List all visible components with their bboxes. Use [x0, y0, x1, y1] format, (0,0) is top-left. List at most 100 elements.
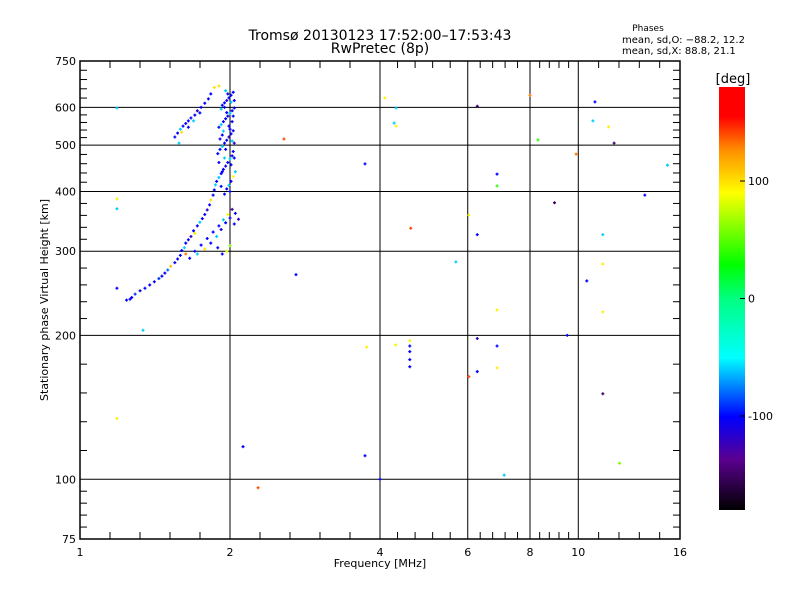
- data-point: [231, 174, 235, 178]
- data-point: [216, 152, 220, 156]
- data-point: [224, 164, 228, 168]
- data-point: [408, 365, 412, 369]
- data-point: [176, 257, 180, 261]
- data-point: [138, 289, 142, 293]
- data-point: [220, 170, 224, 174]
- data-point: [208, 203, 212, 207]
- data-point: [230, 154, 234, 158]
- data-point: [217, 125, 221, 129]
- data-point: [394, 124, 398, 128]
- data-point: [565, 333, 569, 337]
- data-point: [475, 370, 479, 374]
- data-point: [217, 84, 221, 88]
- data-points: [115, 84, 669, 490]
- data-point: [227, 135, 231, 139]
- data-point: [195, 109, 199, 113]
- data-point: [231, 149, 235, 153]
- data-point: [115, 106, 119, 110]
- data-point: [408, 358, 412, 362]
- x-tick-label: 6: [464, 546, 471, 559]
- data-point: [163, 271, 167, 275]
- data-point: [220, 144, 224, 148]
- data-point: [125, 298, 129, 302]
- data-point: [365, 345, 369, 349]
- data-point: [495, 184, 499, 188]
- data-point: [601, 310, 605, 314]
- data-point: [226, 160, 230, 164]
- data-point: [665, 163, 669, 167]
- data-point: [223, 101, 227, 105]
- data-point: [233, 170, 237, 174]
- data-point: [225, 138, 229, 142]
- data-point: [230, 139, 234, 143]
- data-point: [219, 184, 223, 188]
- data-point: [495, 172, 499, 176]
- data-point: [189, 235, 193, 239]
- y-axis-label: Stationary phase Virtual Height [km]: [38, 199, 51, 401]
- data-point: [232, 156, 236, 160]
- data-point: [193, 231, 197, 235]
- data-point: [173, 261, 177, 265]
- data-point: [224, 89, 228, 93]
- data-point: [193, 113, 197, 117]
- colorbar-tick-label: -100: [748, 410, 773, 423]
- data-point: [224, 117, 228, 121]
- data-point: [203, 247, 207, 251]
- data-point: [601, 233, 605, 237]
- plot-frame: [79, 60, 681, 540]
- data-point: [224, 147, 228, 151]
- data-point: [203, 101, 207, 105]
- data-point: [180, 130, 184, 134]
- data-point: [180, 249, 184, 253]
- data-point: [378, 477, 382, 481]
- data-point: [169, 264, 173, 268]
- data-point: [225, 249, 229, 253]
- data-point: [206, 97, 210, 101]
- data-point: [160, 274, 164, 278]
- data-point: [227, 124, 231, 128]
- data-point: [232, 222, 236, 226]
- data-point: [195, 224, 199, 228]
- data-point: [226, 92, 230, 96]
- data-point: [228, 127, 232, 131]
- y-tick-label: 200: [55, 329, 76, 342]
- data-point: [211, 193, 215, 197]
- data-point: [186, 125, 190, 129]
- data-point: [228, 111, 232, 115]
- data-point: [209, 92, 213, 96]
- axis-ticks: 1 2 4 6 8 10 16 75 100 200 300 400 500 600 750: [55, 55, 687, 559]
- data-point: [601, 392, 605, 396]
- data-point: [475, 337, 479, 341]
- data-point: [218, 147, 222, 151]
- data-point: [186, 238, 190, 242]
- data-point: [205, 208, 209, 212]
- phases-heading: Phases: [632, 24, 664, 34]
- data-point: [475, 233, 479, 237]
- data-point: [220, 133, 224, 137]
- y-tick-label: 300: [55, 245, 76, 258]
- data-point: [220, 103, 224, 107]
- data-point: [593, 100, 597, 104]
- data-point: [173, 135, 177, 139]
- data-point: [408, 350, 412, 354]
- data-point: [181, 124, 185, 128]
- data-point: [409, 226, 413, 230]
- data-point: [232, 99, 236, 103]
- data-point: [495, 366, 499, 370]
- colorbar-tick-label: 100: [748, 175, 769, 188]
- data-point: [226, 213, 230, 217]
- grid: [80, 61, 680, 539]
- data-point: [217, 160, 221, 164]
- y-tick-label: 600: [55, 101, 76, 114]
- data-point: [219, 228, 223, 232]
- data-point: [152, 280, 156, 284]
- data-point: [232, 141, 236, 145]
- data-point: [209, 198, 213, 202]
- data-point: [221, 129, 225, 133]
- data-point: [224, 221, 228, 225]
- data-point: [229, 179, 233, 183]
- data-point: [229, 93, 233, 97]
- data-point: [574, 152, 578, 156]
- data-point: [178, 253, 182, 257]
